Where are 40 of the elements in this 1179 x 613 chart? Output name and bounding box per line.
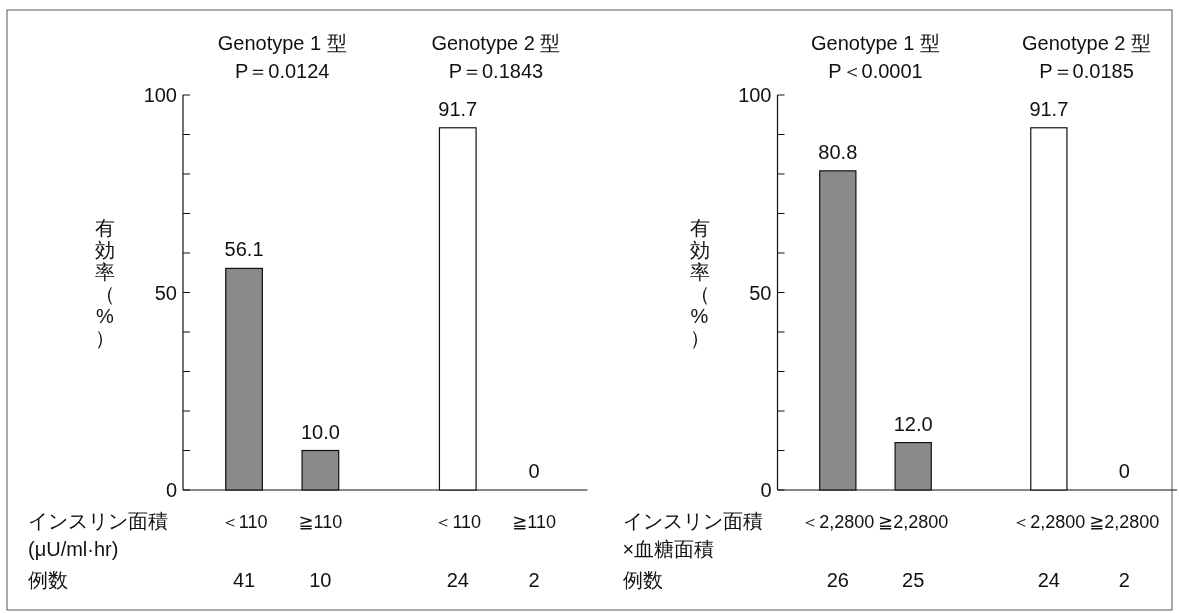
x-tick-label: ≧2,2800: [1089, 512, 1160, 532]
data-label: 10.0: [300, 420, 340, 443]
y-tick-label: 0: [165, 479, 177, 501]
text: 24: [1037, 569, 1060, 591]
x-tick-label: ＜2,2800: [1012, 512, 1086, 532]
y-axis-title: 有効率（%）: [95, 217, 115, 349]
data-label: 91.7: [438, 97, 478, 120]
text: Genotype 2 型 P＝0.1843: [431, 32, 561, 82]
text: 26: [826, 569, 849, 591]
text: 2: [528, 569, 540, 591]
data-label: 80.8: [818, 140, 858, 163]
data-label: 12.0: [893, 412, 933, 435]
data-label: 56.1: [224, 238, 264, 261]
x-tick-label: ≧110: [512, 512, 556, 532]
x-axis-title: インスリン面積 ×血糖面積: [622, 510, 763, 560]
x-tick-label: ＜110: [220, 512, 268, 532]
text: Genotype 1 型 P＝0.0124: [217, 32, 347, 82]
y-tick-label: 100: [143, 84, 177, 106]
y-tick-label: 0: [760, 479, 772, 501]
y-axis-title: 有効率（%）: [689, 217, 710, 349]
text: Genotype 1 型 P＜0.0001: [811, 32, 940, 82]
text: 25: [902, 569, 925, 591]
text: Genotype 2 型 P＝0.0185: [1022, 32, 1152, 82]
y-tick-label: 100: [738, 84, 772, 106]
data-label: 0: [1118, 460, 1130, 482]
y-tick-label: 50: [749, 281, 772, 304]
x-tick-label: ≧110: [298, 512, 343, 532]
text: 24: [446, 569, 469, 591]
y-tick-label: 50: [154, 281, 177, 304]
data-label: 91.7: [1029, 97, 1069, 120]
text: 例数: [28, 569, 68, 591]
text: 例数: [622, 569, 663, 591]
x-axis-title: インスリン面積 (μU/ml·hr): [28, 510, 168, 560]
x-tick-label: ＜110: [434, 512, 482, 532]
text: 10: [309, 569, 332, 591]
x-tick-label: ≧2,2800: [878, 512, 949, 532]
text: 2: [1118, 569, 1130, 591]
data-label: 0: [528, 460, 540, 482]
text: 41: [232, 569, 256, 591]
x-tick-label: ＜2,2800: [801, 512, 875, 532]
